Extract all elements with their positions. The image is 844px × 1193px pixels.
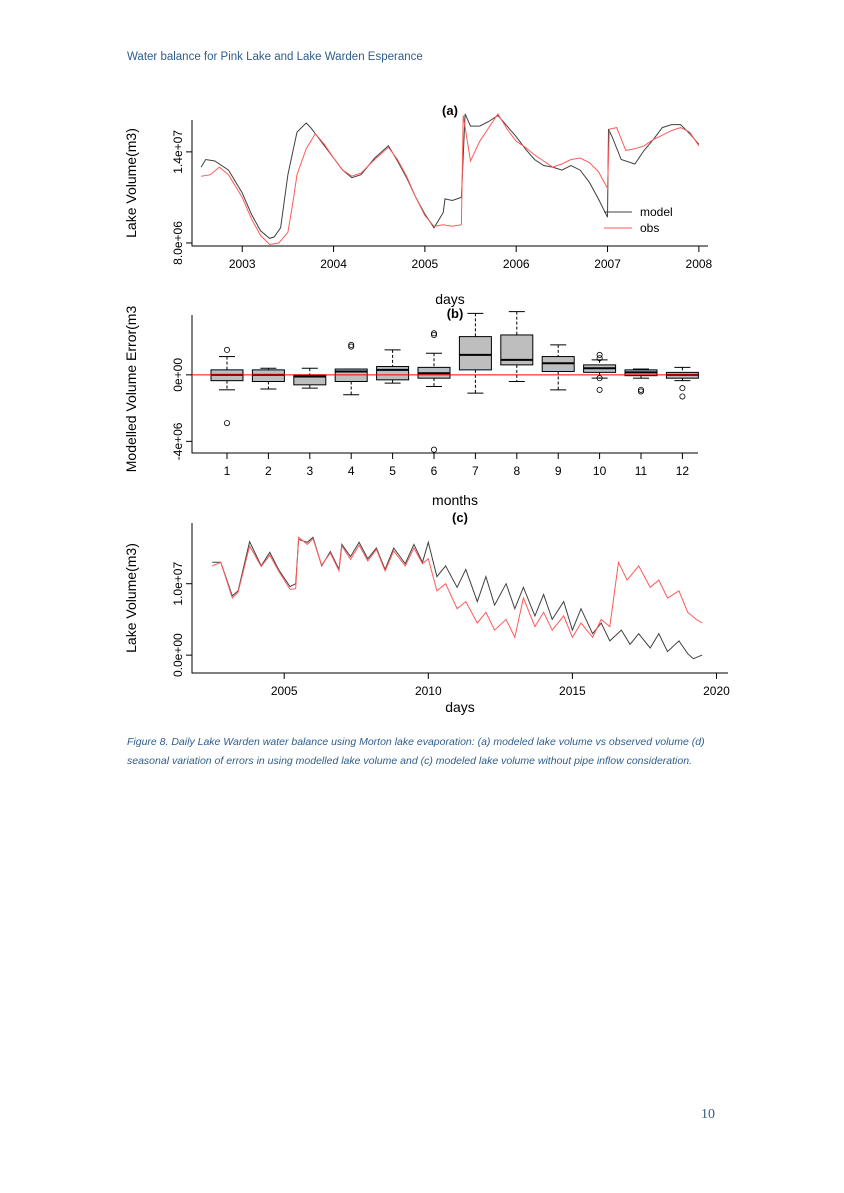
running-header: Water balance for Pink Lake and Lake War…: [127, 51, 423, 63]
box-outlier: [596, 351, 603, 358]
panel-b-x-tick-label: 10: [593, 464, 607, 478]
panel-a-legend-label-model: model: [640, 205, 673, 219]
panel-b-x-tick-label: 6: [431, 464, 438, 478]
panel-b-axis-frame: [191, 315, 698, 454]
box-outlier: [224, 346, 231, 353]
panel-a-x-axis-label: days: [435, 291, 465, 307]
panel-c-y-tick-label: 0.0e+00: [171, 633, 185, 677]
panel-a-y-tick-label: 8.0e+06: [171, 221, 185, 265]
panel-a-x-tick-label: 2004: [320, 257, 347, 271]
box-outlier: [348, 343, 355, 350]
panel-c-x-tick-label: 2015: [559, 684, 586, 698]
panel-c-x-tick-label: 2010: [415, 684, 442, 698]
panel-b-y-tick-label: -4e+06: [171, 422, 185, 460]
box-outlier: [596, 375, 603, 382]
panel-b-x-tick-label: 12: [676, 464, 690, 478]
box-outlier: [638, 386, 645, 393]
box-outlier: [596, 386, 603, 393]
panel-b-y-tick-label: 0e+00: [171, 358, 185, 392]
panel-c-title: (c): [452, 510, 468, 525]
panel-b-x-tick-label: 4: [348, 464, 355, 478]
panel-b-title: (b): [447, 306, 464, 321]
panel-b-x-tick-label: 2: [265, 464, 272, 478]
panel-b-x-tick-label: 3: [306, 464, 313, 478]
box-outlier: [430, 331, 437, 338]
panel-a-legend-label-obs: obs: [640, 221, 659, 235]
panel-a-series-model: [200, 113, 700, 239]
panel-c-x-tick-label: 2020: [703, 684, 730, 698]
panel-b-x-tick-label: 7: [472, 464, 479, 478]
panel-a-y-axis-label: Lake Volume(m3): [123, 128, 139, 238]
panel-a-y-tick-label: 1.4e+07: [171, 130, 185, 174]
panel-a-x-tick-label: 2007: [594, 257, 621, 271]
panel-c-x-axis-label: days: [445, 699, 475, 715]
panel-a-axis-frame: [191, 120, 708, 247]
page-number: 10: [701, 1107, 715, 1122]
panel-c-y-tick-label: 1.0e+07: [171, 562, 185, 606]
panel-b-x-tick-label: 9: [555, 464, 562, 478]
box-outlier: [430, 330, 437, 337]
box-outlier: [348, 341, 355, 348]
box-outlier: [679, 393, 686, 400]
panel-a-x-tick-label: 2008: [686, 257, 713, 271]
box-outlier: [430, 446, 437, 453]
panel-b-chart: -4e+06 0e+00 (b) months Modelled Volume Erro…: [123, 306, 699, 508]
panel-b-y-axis-label: Modelled Volume Error(m3: [123, 306, 139, 473]
panel-a-x-tick-label: 2003: [229, 257, 256, 271]
box-outlier: [638, 388, 645, 395]
panel-b-x-tick-label: 8: [513, 464, 520, 478]
box-iqr-month-5: [376, 366, 410, 381]
panel-c-y-axis-label: Lake Volume(m3): [123, 543, 139, 653]
box-outlier: [679, 385, 686, 392]
panel-b-x-tick-label: 1: [224, 464, 231, 478]
panel-b-x-tick-label: 11: [635, 464, 648, 478]
panel-b-x-tick-label: 5: [389, 464, 396, 478]
figure-caption: Figure 8. Daily Lake Warden water balanc…: [127, 736, 705, 767]
panel-a-title: (a): [442, 103, 458, 118]
panel-c-series-obs: [212, 536, 703, 639]
panel-b-x-axis-label: months: [432, 492, 478, 508]
panel-c-series-model: [212, 536, 703, 660]
panel-a-x-tick-label: 2006: [503, 257, 530, 271]
panel-a-chart: 8.0e+06 1.4e+07 2003 2004 2005 2006 2007 2008 (a…: [123, 103, 713, 307]
box-outlier: [224, 420, 231, 427]
panel-a-series-obs: [201, 112, 700, 246]
panel-a-x-tick-label: 2005: [412, 257, 439, 271]
box-iqr-month-7: [458, 336, 492, 371]
figure-8: 8.0e+06 1.4e+07 2003 2004 2005 2006 2007 2008 (a…: [123, 103, 730, 715]
panel-c-chart: 0.0e+00 1.0e+07 2005 2010 2015 2020 (c) days Lak…: [123, 510, 730, 715]
panel-c-axis-frame: [191, 523, 728, 674]
panel-c-x-tick-label: 2005: [271, 684, 298, 698]
box-outlier: [596, 355, 603, 362]
